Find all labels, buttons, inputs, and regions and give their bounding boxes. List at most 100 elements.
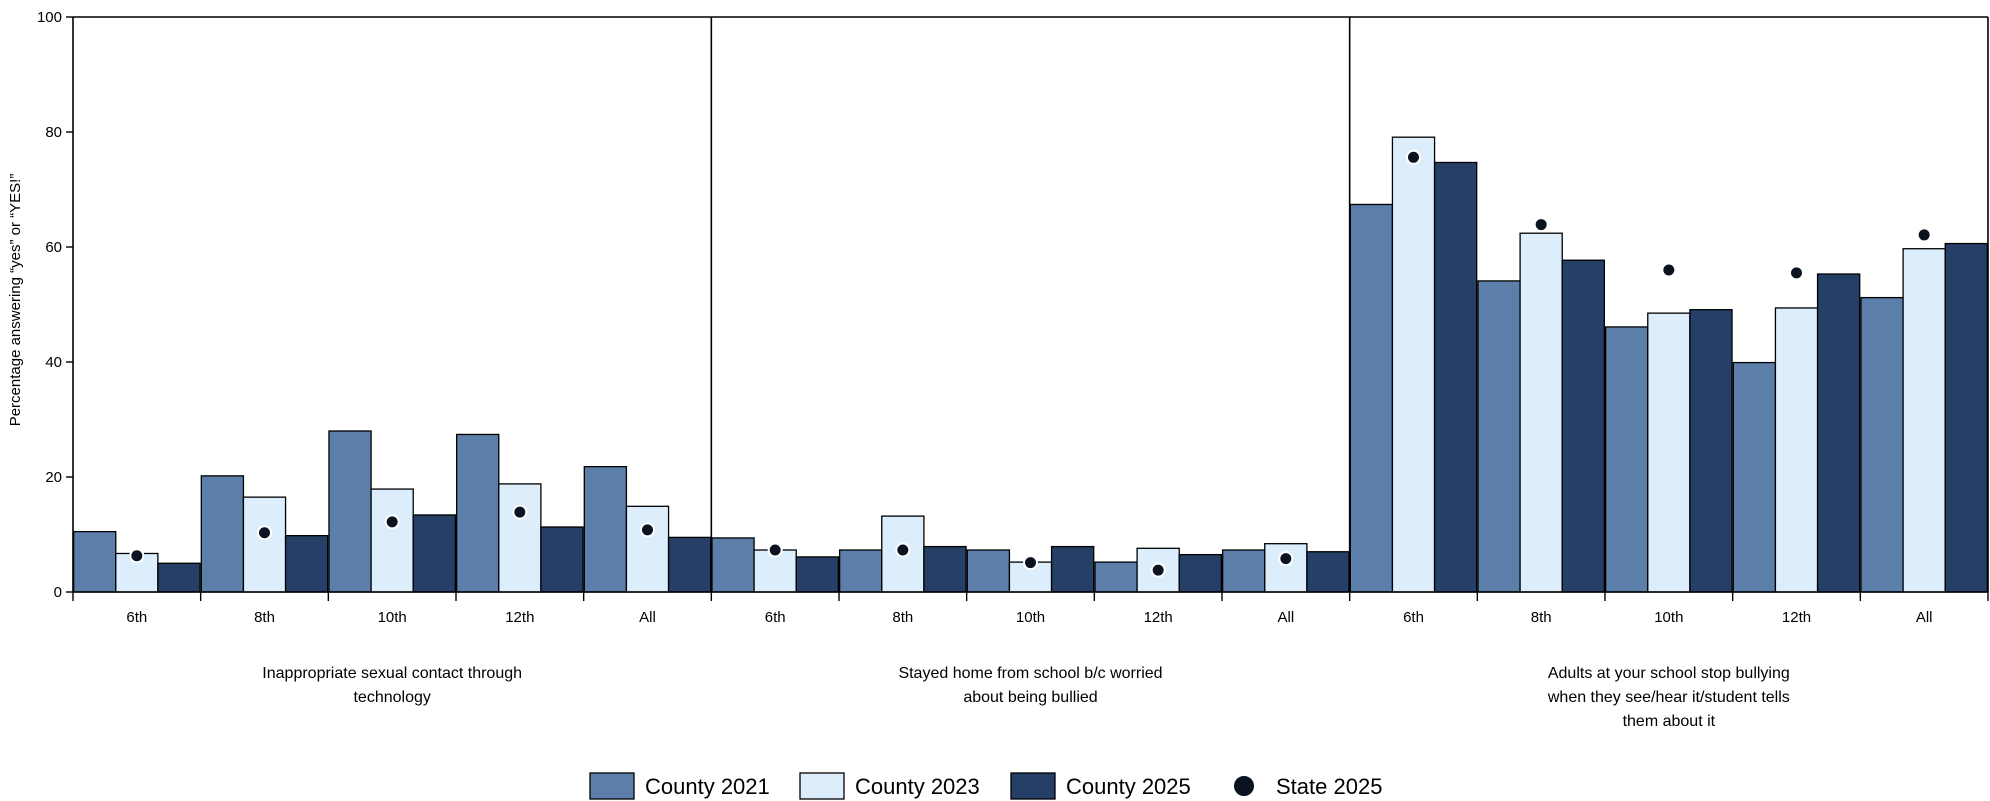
bar bbox=[1178, 553, 1223, 593]
legend-dot bbox=[1232, 774, 1256, 798]
y-axis-title: Percentage answering “yes” or “YES!” bbox=[7, 174, 24, 427]
bar bbox=[1264, 543, 1308, 593]
bar bbox=[1732, 361, 1777, 593]
bar bbox=[498, 483, 542, 593]
state-point bbox=[895, 542, 911, 558]
legend-item: State 2025 bbox=[1232, 774, 1382, 799]
bar bbox=[1221, 549, 1266, 593]
y-axis-title-group: Percentage answering “yes” or “YES!” bbox=[7, 174, 24, 427]
bar bbox=[1902, 248, 1946, 593]
bar bbox=[200, 475, 245, 593]
bar bbox=[966, 549, 1011, 593]
legend-swatch bbox=[1010, 772, 1056, 800]
y-tick-label: 0 bbox=[54, 584, 62, 601]
legend-item: County 2021 bbox=[589, 772, 770, 800]
bar bbox=[795, 556, 840, 593]
state-point bbox=[1023, 555, 1038, 571]
bar bbox=[1433, 161, 1478, 593]
legend-item: County 2025 bbox=[1010, 772, 1191, 800]
bar bbox=[1349, 203, 1394, 593]
x-tick-label: 8th bbox=[892, 609, 913, 626]
x-tick-label: 6th bbox=[765, 609, 786, 626]
bar bbox=[1860, 296, 1904, 593]
bar bbox=[1647, 312, 1691, 593]
bar bbox=[711, 537, 755, 593]
bar bbox=[157, 562, 201, 593]
state-point bbox=[512, 504, 528, 520]
group-label-line: Inappropriate sexual contact through bbox=[262, 665, 522, 682]
state-point bbox=[640, 522, 655, 538]
bar bbox=[923, 545, 967, 593]
bar bbox=[1561, 259, 1606, 593]
x-tick-label: 12th bbox=[1782, 609, 1811, 626]
legend: County 2021 County 2023 County 2025 State 2… bbox=[589, 772, 1382, 800]
group-label-line: Adults at your school stop bullying bbox=[1548, 665, 1790, 682]
plot-frame bbox=[72, 16, 1989, 593]
x-tick-label: 6th bbox=[126, 609, 147, 626]
y-tick-label: 20 bbox=[45, 469, 62, 486]
state-point bbox=[1406, 149, 1421, 165]
group-label-line: technology bbox=[353, 689, 430, 706]
bar bbox=[328, 430, 372, 593]
legend-swatch bbox=[589, 772, 635, 800]
group-label-line: about being bullied bbox=[963, 689, 1097, 706]
bar bbox=[1519, 232, 1563, 593]
bar bbox=[1604, 326, 1649, 593]
legend-label: County 2023 bbox=[855, 774, 980, 799]
group-label-line: Stayed home from school b/c worried bbox=[898, 665, 1162, 682]
bar bbox=[1477, 280, 1521, 593]
state-point bbox=[1150, 562, 1166, 578]
state-point bbox=[767, 542, 783, 558]
bar bbox=[1816, 273, 1861, 593]
group-label-line: when they see/hear it/student tells bbox=[1547, 689, 1790, 706]
state-point bbox=[1661, 262, 1677, 278]
x-tick-label: All bbox=[1277, 609, 1294, 626]
state-point bbox=[384, 514, 400, 530]
x-tick-label: 8th bbox=[1531, 609, 1552, 626]
state-point bbox=[1278, 551, 1294, 567]
bar bbox=[72, 530, 117, 593]
x-tick-label: 6th bbox=[1403, 609, 1424, 626]
bar bbox=[625, 505, 670, 593]
legend-item: County 2023 bbox=[799, 772, 980, 800]
bar bbox=[1944, 242, 1989, 593]
legend-label: County 2025 bbox=[1066, 774, 1191, 799]
legend-swatch bbox=[799, 772, 845, 800]
group-labels: Inappropriate sexual contact through tech… bbox=[262, 665, 1789, 730]
bar bbox=[370, 488, 414, 593]
bar bbox=[1391, 136, 1436, 593]
group-label: Stayed home from school b/c worried about… bbox=[898, 665, 1162, 706]
x-tick-label: 10th bbox=[1654, 609, 1683, 626]
bar bbox=[1689, 309, 1733, 593]
bar bbox=[667, 536, 712, 593]
y-tick-label: 80 bbox=[45, 124, 62, 141]
bars-layer bbox=[72, 136, 1989, 593]
group-label: Adults at your school stop bullying when … bbox=[1547, 665, 1790, 730]
x-tick-label: 12th bbox=[1144, 609, 1173, 626]
state-point bbox=[1533, 217, 1549, 233]
bar bbox=[838, 549, 883, 593]
bar bbox=[242, 496, 287, 593]
group-label-line: them about it bbox=[1623, 713, 1716, 730]
x-tick-label: 12th bbox=[505, 609, 534, 626]
bar bbox=[1094, 561, 1138, 593]
state-point bbox=[129, 548, 145, 564]
state-point bbox=[1789, 265, 1804, 281]
x-tick-label: 8th bbox=[254, 609, 275, 626]
bar bbox=[1774, 307, 1819, 593]
y-tick-label: 100 bbox=[37, 9, 62, 26]
y-axis: 0 20 40 60 80 100 bbox=[37, 9, 73, 601]
x-tick-label: All bbox=[639, 609, 656, 626]
state-point bbox=[257, 525, 272, 541]
y-tick-label: 40 bbox=[45, 354, 62, 371]
bar bbox=[412, 514, 457, 593]
group-label: Inappropriate sexual contact through tech… bbox=[262, 665, 522, 706]
state-point bbox=[1916, 227, 1932, 243]
bar bbox=[540, 526, 584, 593]
x-tick-label: 10th bbox=[1016, 609, 1045, 626]
bar bbox=[1050, 545, 1095, 593]
bar bbox=[455, 433, 500, 593]
y-tick-label: 60 bbox=[45, 239, 62, 256]
bar bbox=[1306, 551, 1350, 593]
